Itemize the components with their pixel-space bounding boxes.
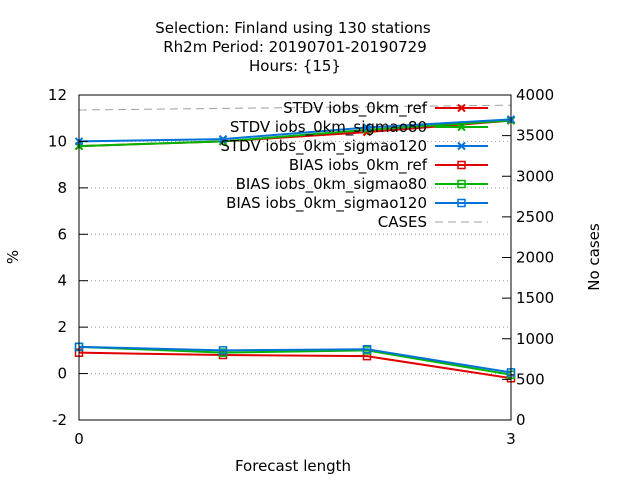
legend-marker [457,103,466,113]
series-6 [78,104,512,111]
plot-series [74,104,516,383]
legend-marker [457,179,466,189]
y-tick-label: 6 [57,225,67,243]
legend-label: STDV iobs_0km_sigmao120 [220,137,427,156]
y2-tick-label: 500 [516,370,545,388]
legend-entry: CASES [378,213,488,231]
y-tick-label: -2 [52,411,67,429]
legend-entry: BIAS iobs_0km_sigmao120 [226,194,488,213]
legend-marker [457,141,466,151]
legend-label: STDV iobs_0km_ref [283,99,428,118]
series-line [78,345,512,374]
series-line [78,345,512,376]
legend-entry: STDV iobs_0km_ref [283,99,488,118]
legend-label: STDV iobs_0km_sigmao80 [230,118,427,137]
series-3 [74,348,516,383]
data-point [362,123,372,132]
legend-marker [457,122,466,132]
legend-marker [457,160,466,170]
x-tick-label: 3 [506,430,516,448]
legend-label: BIAS iobs_0km_sigmao120 [226,194,427,213]
title-line-3: Hours: {15} [249,57,341,75]
y-tick-label: 0 [57,365,67,383]
series-line [78,119,512,148]
legend-label: CASES [378,213,427,231]
y2-tick-label: 2500 [516,208,554,226]
y2-tick-label: 4000 [516,86,554,104]
chart-title: Selection: Finland using 130 stations Rh… [155,19,431,75]
y2-tick-label: 1500 [516,289,554,307]
x-axis-label: Forecast length [235,457,351,475]
y-tick-label: 12 [48,86,67,104]
data-point [362,344,372,354]
y-axis-label: % [4,250,22,264]
y2-tick-label: 3500 [516,127,554,145]
legend-label: BIAS iobs_0km_sigmao80 [236,175,427,194]
y-tick-label: 10 [48,132,67,150]
legend-entry: STDV iobs_0km_sigmao120 [220,137,488,156]
series-line [78,118,512,143]
y2-tick-label: 1000 [516,330,554,348]
y2-tick-label: 0 [516,411,526,429]
y-tick-label: 2 [57,318,67,336]
series-5 [74,342,516,377]
y2-tick-label: 2000 [516,249,554,267]
title-line-2: Rh2m Period: 20190701-20190729 [163,38,427,56]
y-axis-left: -2 0 2 4 6 8 10 12 [48,86,88,429]
y2-axis-label: No cases [585,223,603,291]
x-tick-label: 0 [74,430,84,448]
legend-entry: BIAS iobs_0km_ref [289,156,488,175]
y-axis-right: 0 500 1000 1500 2000 2500 3000 3500 4000 [502,86,554,429]
series-line [78,351,512,380]
y2-tick-label: 3000 [516,167,554,185]
data-point [218,134,228,144]
legend-entry: STDV iobs_0km_sigmao80 [230,118,488,137]
title-line-1: Selection: Finland using 130 stations [155,19,431,37]
legend-label: BIAS iobs_0km_ref [289,156,428,175]
legend-entry: BIAS iobs_0km_sigmao80 [236,175,488,194]
grid [79,140,511,375]
y-tick-label: 8 [57,179,67,197]
legend-marker [457,198,466,208]
series-line [78,104,512,111]
data-point [218,346,228,355]
y-tick-label: 4 [57,272,67,290]
